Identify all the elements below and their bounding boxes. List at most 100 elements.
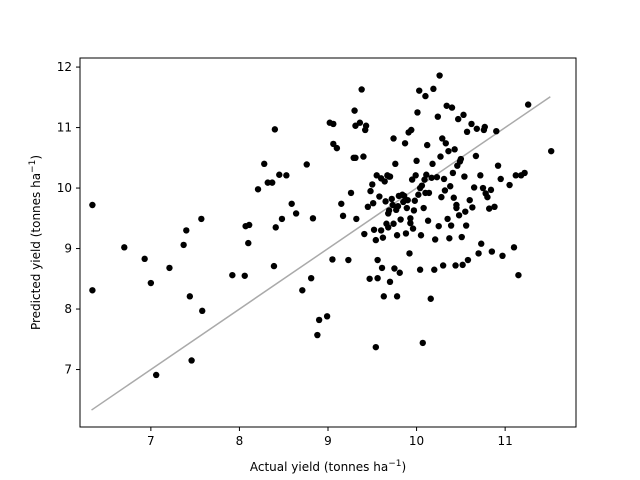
data-point [271,126,279,133]
data-point [479,184,487,192]
data-point [369,181,376,188]
data-point [389,201,396,209]
data-point [330,140,337,148]
data-point [421,176,428,183]
data-point [396,269,403,276]
data-point [388,195,395,203]
data-point [497,175,504,183]
data-point [475,250,482,257]
data-point [198,215,205,223]
data-point [435,222,442,230]
data-point [390,135,397,142]
data-point [446,235,453,242]
data-point [450,194,457,201]
data-point [180,241,187,249]
data-point [431,266,438,273]
data-point [427,295,434,302]
data-point [372,343,380,351]
data-point [448,104,456,111]
data-point [439,262,447,269]
data-point [188,357,195,364]
data-point [469,204,476,211]
data-point [254,186,262,193]
data-point [406,250,413,257]
y-axis: 7 8 9 10 11 12 [57,60,80,377]
data-point [459,261,466,269]
data-point [548,147,555,155]
data-point [411,197,418,204]
data-point [430,85,437,93]
data-point [329,256,336,263]
data-point [466,196,473,204]
data-point [147,279,155,287]
data-point [272,224,279,231]
data-point [370,226,378,233]
data-point [428,174,435,181]
x-tick-label: 11 [498,434,513,448]
data-point [512,172,519,179]
data-point [372,236,380,244]
y-axis-label: Predicted yield (tonnes ha−1) [28,155,43,330]
fit-line [91,96,551,411]
data-point [491,203,498,211]
data-point [358,86,365,93]
data-point [437,153,444,160]
data-point [292,210,300,217]
data-point [413,157,420,165]
data-point [409,225,417,232]
data-point [402,230,410,237]
data-point [303,161,310,168]
data-point [463,128,471,135]
data-point [422,189,429,197]
data-point [229,271,236,279]
data-point [391,265,398,272]
points-layer [89,72,555,379]
data-point [400,192,408,200]
data-point [89,287,96,294]
data-point [89,201,96,209]
data-point [510,244,518,251]
y-tick-label: 8 [64,302,72,316]
data-point [438,193,445,201]
data-point [314,331,321,339]
y-tick-label: 10 [57,181,72,195]
data-point [121,244,128,251]
data-point [386,278,394,286]
data-point [333,144,341,152]
data-point [199,307,206,315]
data-point [417,232,425,239]
y-tick-label: 7 [64,363,72,377]
data-point [439,135,446,142]
y-tick-label: 12 [57,60,72,74]
data-point [478,240,485,247]
data-point [385,207,393,214]
data-point [455,115,462,123]
data-point [364,203,372,211]
data-point [462,208,469,215]
data-point [447,183,454,190]
data-point [460,111,467,119]
data-point [494,162,502,169]
fit-line-layer [91,96,551,411]
data-point [366,275,373,282]
data-point [424,217,432,224]
data-point [269,179,276,186]
data-point [451,146,458,153]
data-point [385,173,393,180]
y-tick-label: 9 [64,242,72,256]
x-tick-label: 10 [409,434,424,448]
data-point [416,266,424,273]
data-point [397,216,404,223]
data-point [453,204,460,212]
data-point [245,239,252,247]
data-point [377,227,385,234]
data-point [458,233,465,241]
y-tick-label: 11 [57,121,72,135]
data-point [486,205,493,212]
data-point [339,212,347,220]
data-point [444,215,451,223]
data-point [477,172,484,179]
data-point [418,182,426,189]
data-point [403,204,411,212]
